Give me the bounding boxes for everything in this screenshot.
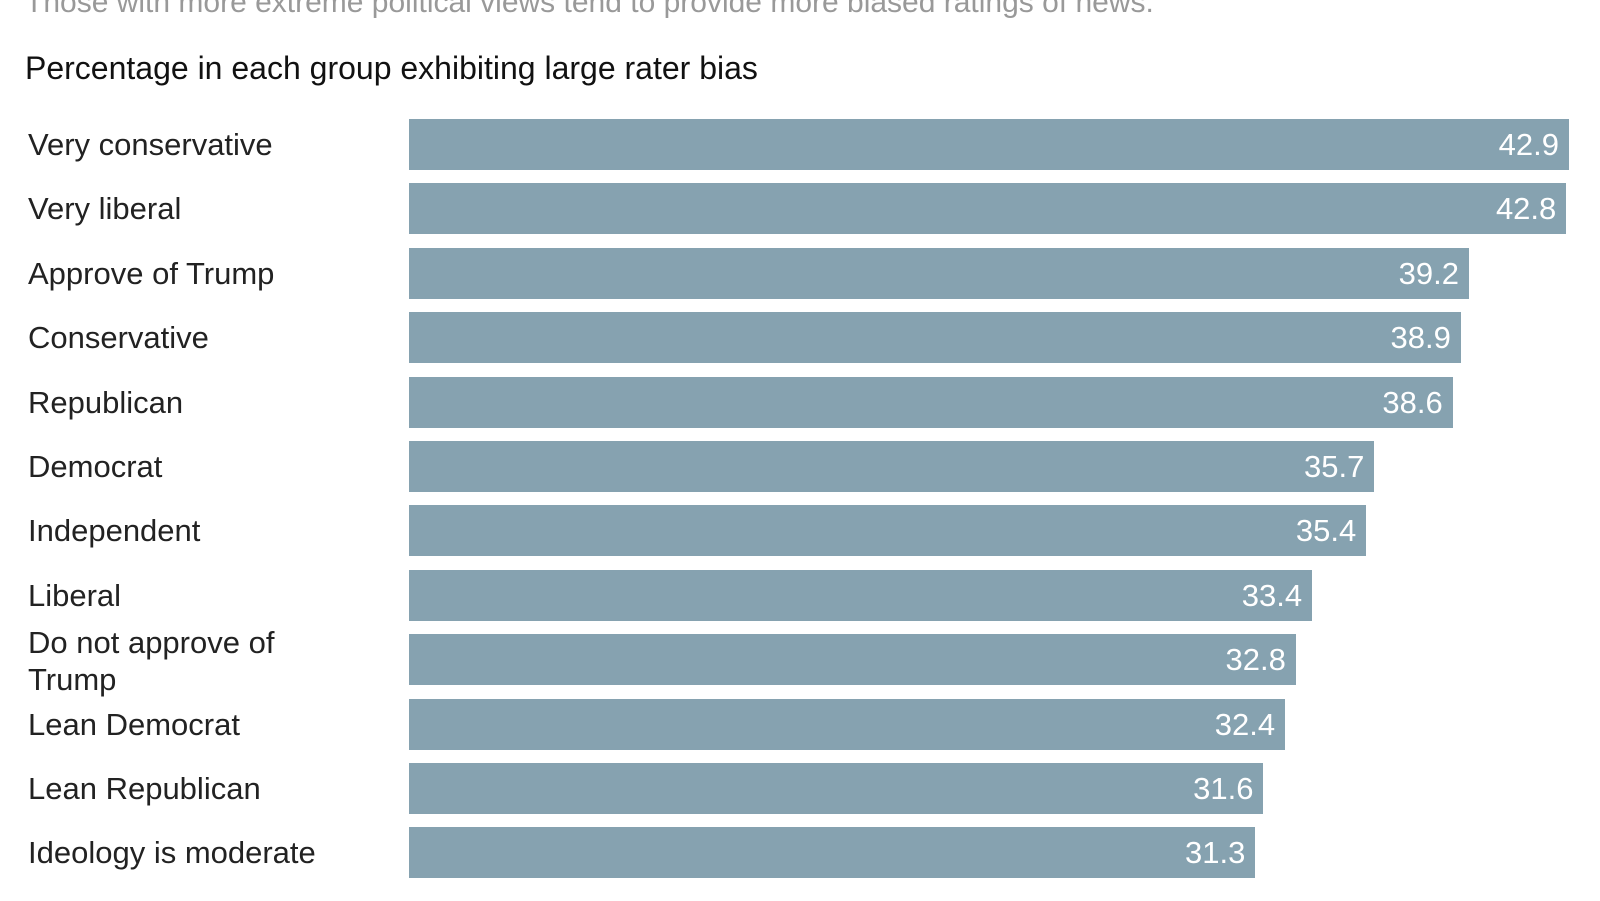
bar xyxy=(409,441,1375,492)
category-label: Very liberal xyxy=(28,191,182,227)
subtitle: Those with more extreme political views … xyxy=(25,0,1154,19)
category-label: Very conservative xyxy=(28,127,273,162)
value-label: 39.2 xyxy=(1398,255,1459,291)
category-label: Lean Democrat xyxy=(28,706,240,742)
value-label: 38.6 xyxy=(1382,384,1443,420)
bar xyxy=(409,827,1256,879)
category-label: Republican xyxy=(28,384,184,420)
category-label: Do not approve of Trump xyxy=(28,625,275,698)
value-label: 32.4 xyxy=(1214,706,1276,742)
value-label: 33.4 xyxy=(1241,577,1303,613)
category-label: Conservative xyxy=(28,320,209,356)
bar xyxy=(409,634,1296,686)
bar xyxy=(409,763,1264,814)
category-label: Independent xyxy=(28,513,201,549)
value-label: 42.8 xyxy=(1495,191,1557,227)
value-label: 32.8 xyxy=(1225,642,1286,678)
value-label: 35.4 xyxy=(1295,513,1357,549)
bar xyxy=(409,376,1453,428)
bar xyxy=(409,312,1461,364)
bar xyxy=(409,119,1569,170)
category-label: Ideology is moderate xyxy=(28,835,316,871)
bar xyxy=(409,569,1313,621)
category-label: Liberal xyxy=(28,577,122,613)
bar xyxy=(409,505,1367,557)
category-label: Approve of Trump xyxy=(28,255,275,291)
value-label: 31.3 xyxy=(1184,835,1246,871)
category-label: Lean Republican xyxy=(28,771,261,806)
bar xyxy=(409,183,1567,235)
value-label: 42.9 xyxy=(1498,127,1559,162)
value-label: 31.6 xyxy=(1193,771,1254,806)
value-label: 38.9 xyxy=(1390,320,1451,356)
value-label: 35.7 xyxy=(1303,449,1365,484)
bar xyxy=(409,247,1469,299)
category-label: Democrat xyxy=(28,449,163,484)
bar xyxy=(409,698,1286,750)
chart-title: Percentage in each group exhibiting larg… xyxy=(25,50,758,86)
